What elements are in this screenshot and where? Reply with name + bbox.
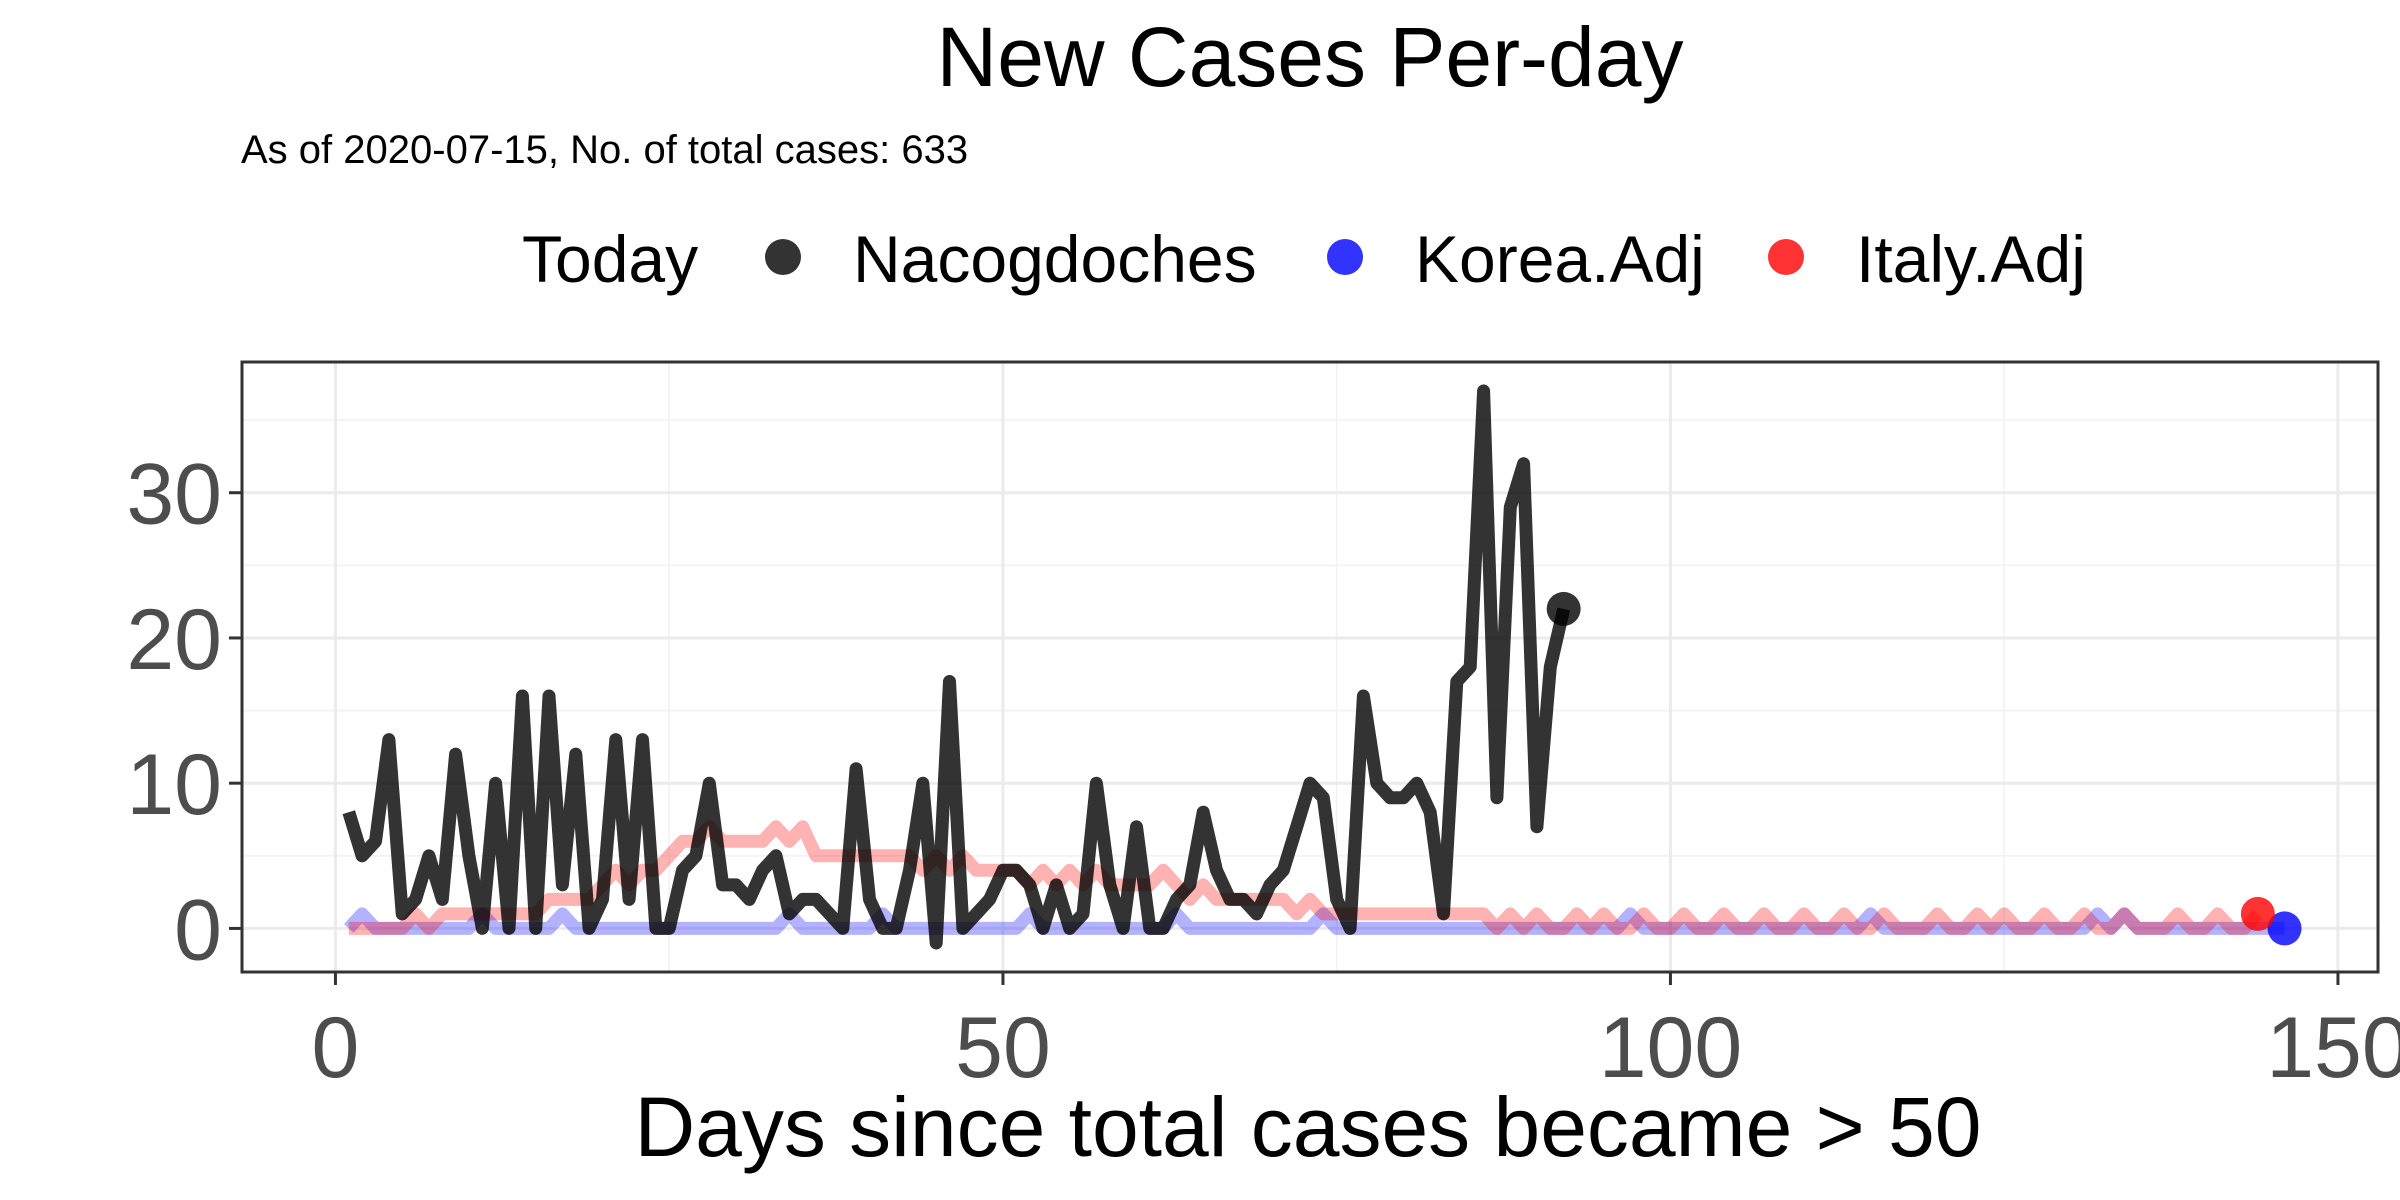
panel-border — [240, 360, 2380, 974]
legend-key-korea-adj — [1327, 239, 1363, 275]
y-tick-label: 10 — [126, 737, 222, 833]
series-line-nacogdoches — [342, 384, 1571, 950]
legend-label-korea-adj: Korea.Adj — [1415, 222, 1705, 296]
x-tick-label: 50 — [955, 1000, 1051, 1096]
legend-title: Today — [522, 222, 698, 296]
x-tick-label: 0 — [312, 1000, 360, 1096]
x-axis: 0 50 100 150 — [312, 972, 2400, 1096]
y-tick-label: 20 — [126, 592, 222, 688]
today-point-italy-adj — [2240, 896, 2275, 931]
chart-subtitle: As of 2020-07-15, No. of total cases: 63… — [241, 128, 968, 172]
y-tick-label: 30 — [126, 447, 222, 543]
x-axis-title: Days since total cases became > 50 — [634, 1080, 1981, 1174]
y-axis: 0 10 20 30 — [126, 447, 242, 978]
x-tick-label: 100 — [1599, 1000, 1743, 1096]
today-point-korea-adj — [2267, 911, 2302, 946]
legend-key-nacogdoches — [765, 239, 801, 275]
series-line-italy-adj — [348, 820, 2263, 935]
plot-panel — [240, 360, 2380, 974]
y-tick-label: 0 — [174, 882, 222, 978]
today-point-nacogdoches — [1546, 591, 1581, 626]
legend-label-nacogdoches: Nacogdoches — [853, 222, 1257, 296]
legend-key-italy-adj — [1768, 239, 1804, 275]
x-tick-label: 150 — [2266, 1000, 2400, 1096]
chart-title: New Cases Per-day — [937, 10, 1684, 104]
legend-label-italy-adj: Italy.Adj — [1856, 222, 2086, 296]
legend: Today Nacogdoches Korea.Adj Italy.Adj — [522, 222, 2086, 296]
